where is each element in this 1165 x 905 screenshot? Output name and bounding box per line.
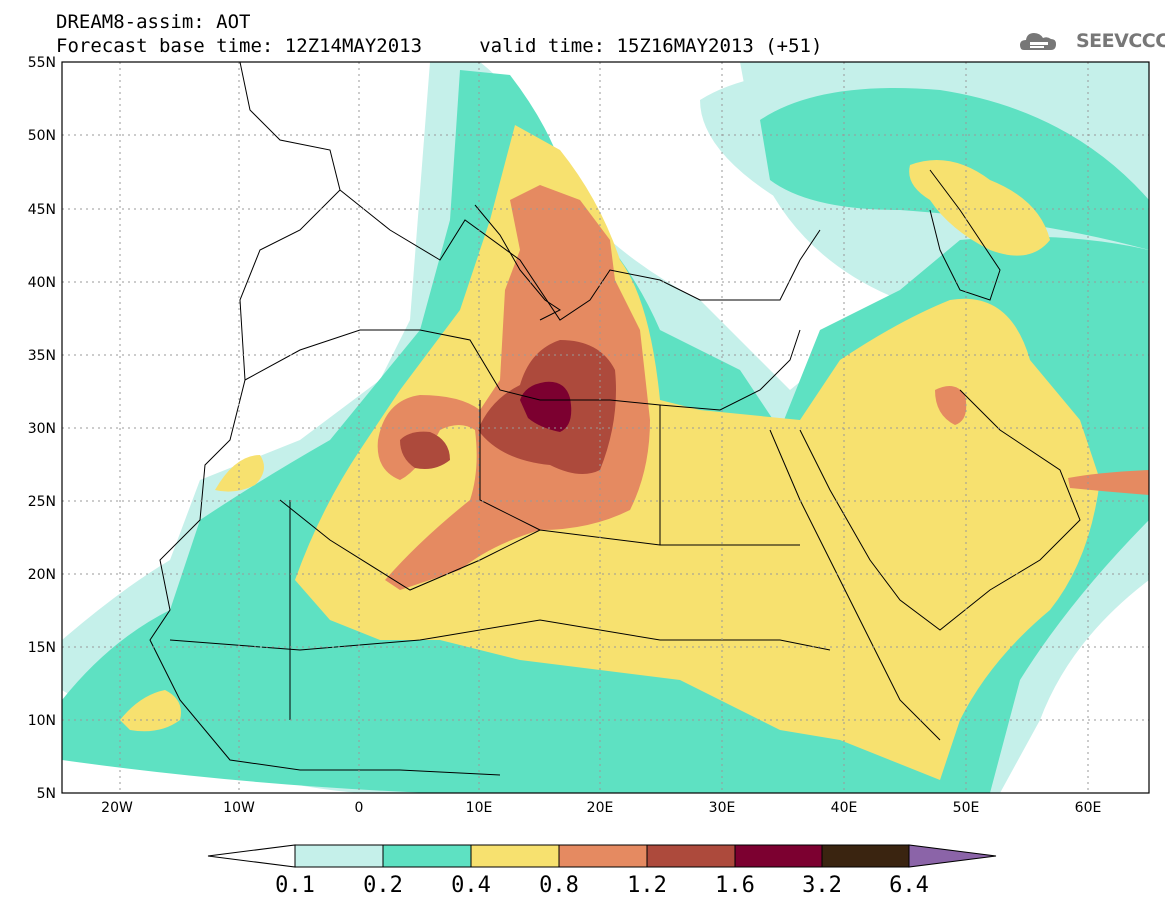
aot-band-0.4-canary bbox=[215, 455, 264, 492]
lon-label: 50E bbox=[953, 800, 980, 816]
colorbar-label: 0.2 bbox=[363, 873, 403, 898]
lon-label: 10E bbox=[466, 800, 493, 816]
lon-label: 60E bbox=[1075, 800, 1102, 816]
colorbar-label: 0.4 bbox=[451, 873, 491, 898]
lat-label: 40N bbox=[28, 275, 56, 291]
chart-title: DREAM8-assim: AOT bbox=[56, 11, 251, 33]
coastline-atlantic bbox=[149, 62, 501, 776]
lon-axis: 20W 10W 0 10E 20E 30E 40E 50E 60E bbox=[101, 800, 1101, 816]
logo-text: SEEVCCC bbox=[1076, 30, 1165, 52]
coastline-europe bbox=[339, 189, 821, 321]
colorbar-swatch bbox=[470, 844, 560, 868]
colorbar-over bbox=[908, 844, 997, 868]
lon-label: 0 bbox=[355, 800, 364, 816]
colorbar-label: 6.4 bbox=[889, 873, 929, 898]
colorbar-under bbox=[207, 844, 296, 868]
coastline-mediterranean bbox=[244, 329, 801, 411]
colorbar-labels: 0.1 0.2 0.4 0.8 1.2 1.6 3.2 6.4 bbox=[275, 873, 929, 898]
lon-label: 40E bbox=[831, 800, 858, 816]
lon-label: 20E bbox=[587, 800, 614, 816]
coastline-redsea bbox=[769, 429, 941, 741]
aot-band-0.8 bbox=[377, 185, 650, 590]
lon-label: 30E bbox=[709, 800, 736, 816]
lat-label: 20N bbox=[28, 567, 56, 583]
lon-label: 20W bbox=[101, 800, 133, 816]
colorbar-label: 1.2 bbox=[627, 873, 667, 898]
colorbar-swatch bbox=[646, 844, 736, 868]
colorbar-swatch bbox=[382, 844, 472, 868]
colorbar-swatch bbox=[294, 844, 384, 868]
grid bbox=[62, 62, 1149, 793]
colorbar-swatch bbox=[734, 844, 823, 868]
colorbar bbox=[207, 844, 997, 868]
border-libya bbox=[479, 400, 661, 545]
coastline-caspian bbox=[929, 169, 1001, 301]
lat-label: 55N bbox=[28, 55, 56, 71]
lat-label: 30N bbox=[28, 421, 56, 437]
lat-label: 50N bbox=[28, 128, 56, 144]
lat-label: 25N bbox=[28, 494, 56, 510]
colorbar-label: 0.1 bbox=[275, 873, 315, 898]
lat-label: 5N bbox=[37, 786, 56, 802]
lat-label: 10N bbox=[28, 713, 56, 729]
colorbar-swatch bbox=[821, 844, 910, 868]
lat-label: 45N bbox=[28, 202, 56, 218]
aot-band-0.4-west bbox=[120, 690, 181, 732]
lon-label: 10W bbox=[223, 800, 255, 816]
aot-band-0.4-caspian bbox=[909, 160, 1050, 256]
aot-band-1.2-algeria bbox=[400, 431, 450, 469]
aot-band-0.8-iraq bbox=[935, 386, 967, 425]
cloud-icon bbox=[1020, 33, 1056, 50]
lat-axis: 55N 50N 45N 40N 35N 30N 25N 20N 15N 10N … bbox=[28, 55, 56, 802]
colorbar-swatch bbox=[558, 844, 648, 868]
border-sahel bbox=[169, 619, 831, 651]
colorbar-label: 0.8 bbox=[539, 873, 579, 898]
map-frame bbox=[61, 61, 1150, 794]
aot-contours bbox=[62, 62, 1149, 793]
coastline-arabia bbox=[799, 389, 1081, 631]
coastline-italy bbox=[474, 204, 561, 321]
aot-band-1.6 bbox=[520, 381, 572, 432]
forecast-times: Forecast base time: 12Z14MAY2013 valid t… bbox=[56, 35, 823, 57]
lat-label: 35N bbox=[28, 348, 56, 364]
lat-label: 15N bbox=[28, 640, 56, 656]
colorbar-label: 1.6 bbox=[715, 873, 755, 898]
colorbar-label: 3.2 bbox=[802, 873, 842, 898]
aot-band-0.4 bbox=[295, 125, 1100, 780]
